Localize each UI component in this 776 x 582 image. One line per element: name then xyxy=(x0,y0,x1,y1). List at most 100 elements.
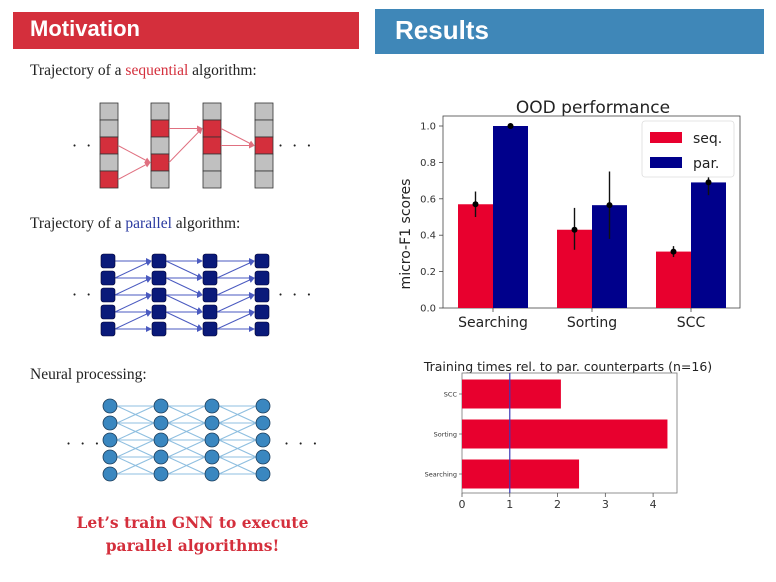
neural-node xyxy=(102,466,118,482)
neural-edge xyxy=(167,405,206,424)
y-tick-label: SCC xyxy=(444,391,458,399)
training-times-chart: Training times rel. to par. counterparts… xyxy=(423,359,712,511)
parallel-node xyxy=(151,270,167,286)
parallel-node xyxy=(254,287,270,303)
neural-node xyxy=(255,398,271,414)
neural-node xyxy=(153,415,169,431)
trajectory-arrow xyxy=(114,277,152,296)
neural-edge xyxy=(167,422,206,441)
trajectory-arrow xyxy=(114,260,152,279)
conclusion-text: Let’s train GNN to execute parallel algo… xyxy=(30,511,355,557)
neural-edge xyxy=(167,456,206,475)
inactive-cell xyxy=(254,102,274,121)
mean-point xyxy=(571,226,578,233)
active-cell xyxy=(150,119,170,138)
inactive-cell xyxy=(202,102,222,121)
parallel-node xyxy=(151,253,167,269)
inactive-cell xyxy=(150,102,170,121)
x-tick-label: 3 xyxy=(602,498,609,511)
caption-suffix: algorithm: xyxy=(188,62,257,79)
trajectory-arrow xyxy=(220,128,255,146)
results-header: Results xyxy=(375,9,764,54)
parallel-node xyxy=(151,304,167,320)
motivation-title: Motivation xyxy=(30,16,140,41)
ood-performance-chart: OOD performance micro-F1 scores 0.0 0.2 0.… xyxy=(398,98,741,331)
inactive-cell xyxy=(99,153,119,172)
bar-par-searching xyxy=(493,126,528,308)
parallel-node xyxy=(100,270,116,286)
neural-edge xyxy=(218,422,257,441)
neural-edge xyxy=(116,405,155,424)
neural-edge xyxy=(167,439,206,458)
bar-seq-searching xyxy=(458,204,493,308)
parallel-node xyxy=(100,253,116,269)
motivation-header: Motivation xyxy=(13,12,359,49)
trajectory-arrow xyxy=(165,260,203,279)
trajectory-arrow xyxy=(216,294,255,313)
legend-label: seq. xyxy=(693,131,722,147)
neural-edge xyxy=(116,456,155,475)
neural-edge xyxy=(218,405,257,424)
trajectory-arrow xyxy=(216,311,255,330)
mean-point xyxy=(472,201,479,208)
y-tick-label: Searching xyxy=(425,471,457,479)
ellipsis-left-par: · · · xyxy=(72,285,108,304)
legend-box xyxy=(641,120,735,178)
x-tick-label: SCC xyxy=(677,315,706,331)
neural-processing-diagram xyxy=(102,398,271,482)
inactive-cell xyxy=(150,136,170,155)
bar-searching xyxy=(462,459,580,489)
neural-node xyxy=(204,449,220,465)
legend-label: par. xyxy=(693,156,719,172)
x-tick-label: Sorting xyxy=(567,315,617,331)
x-tick-label: 1 xyxy=(506,498,513,511)
inactive-cell xyxy=(202,153,222,172)
ellipsis-right-par: · · · xyxy=(278,285,314,304)
bar-scc xyxy=(462,379,561,409)
inactive-cell xyxy=(254,153,274,172)
caption-prefix: Trajectory of a xyxy=(30,62,126,79)
x-tick-label: 2 xyxy=(554,498,561,511)
bar-seq-scc xyxy=(656,251,691,308)
parallel-node xyxy=(100,304,116,320)
trajectory-arrow xyxy=(117,145,151,163)
inactive-cell xyxy=(150,170,170,189)
conclusion-line-1: Let’s train GNN to execute xyxy=(76,513,309,532)
x-tick-label: 0 xyxy=(459,498,466,511)
neural-node xyxy=(153,432,169,448)
active-cell xyxy=(99,136,119,155)
trajectory-arrow xyxy=(117,162,151,180)
neural-node xyxy=(204,415,220,431)
chart-title: Training times rel. to par. counterparts… xyxy=(423,359,712,374)
neural-node xyxy=(102,449,118,465)
parallel-trajectory-diagram xyxy=(100,253,270,337)
y-tick-label: Sorting xyxy=(434,431,457,439)
neural-node xyxy=(255,449,271,465)
x-tick-label: 4 xyxy=(650,498,657,511)
trajectory-arrow xyxy=(165,311,203,330)
trajectory-arrow xyxy=(216,260,255,279)
y-tick-label: 1.0 xyxy=(420,122,436,133)
x-tick-label: Searching xyxy=(458,315,528,331)
parallel-node xyxy=(202,304,218,320)
neural-edge xyxy=(218,439,257,458)
parallel-node xyxy=(202,270,218,286)
y-tick-label: 0.6 xyxy=(420,194,436,205)
trajectory-arrow xyxy=(168,127,203,163)
parallel-node xyxy=(100,321,116,337)
sequential-caption: Trajectory of a sequential algorithm: xyxy=(30,62,257,80)
caption-suffix: algorithm: xyxy=(171,215,241,232)
inactive-cell xyxy=(254,170,274,189)
y-tick-label: 0.2 xyxy=(420,267,436,278)
bar-sorting xyxy=(462,419,668,449)
parallel-node xyxy=(202,287,218,303)
trajectory-arrow xyxy=(165,277,203,296)
neural-node xyxy=(204,398,220,414)
y-tick-label: 0.4 xyxy=(420,231,436,242)
parallel-node xyxy=(254,304,270,320)
parallel-node xyxy=(254,321,270,337)
trajectory-arrow xyxy=(216,277,255,296)
legend-swatch xyxy=(650,157,682,168)
y-tick-label: 0.8 xyxy=(420,158,436,169)
mean-point xyxy=(705,179,712,186)
